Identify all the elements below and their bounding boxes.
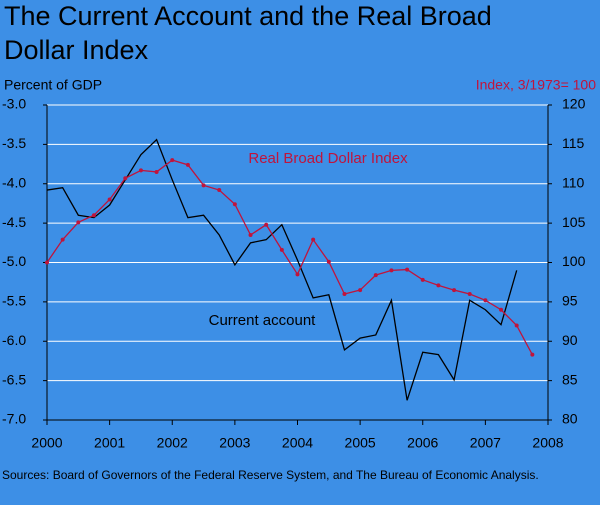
point	[530, 352, 535, 357]
point	[264, 222, 269, 227]
point	[420, 277, 425, 282]
point	[358, 288, 363, 293]
x-tick-label: 2007	[470, 435, 501, 451]
y-tick-label: -6.0	[2, 332, 26, 348]
chart-title: The Current Account and the Real Broad Do…	[4, 1, 492, 65]
point	[201, 183, 206, 188]
y2-axis-label: Index, 3/1973= 100	[476, 77, 596, 93]
point	[217, 188, 222, 193]
x-tick-label: 2005	[345, 435, 376, 451]
point	[295, 272, 300, 277]
point	[185, 162, 190, 167]
point	[248, 232, 253, 237]
point	[514, 323, 519, 328]
point	[311, 237, 316, 242]
point	[483, 298, 488, 303]
point	[232, 202, 237, 207]
y2-tick-label: 105	[562, 214, 586, 230]
y-tick-label: -4.0	[2, 174, 26, 190]
point	[170, 158, 175, 163]
annotation: Real Broad Dollar Index	[248, 150, 408, 167]
x-tick-label: 2006	[407, 435, 438, 451]
y2-tick-label: 100	[562, 253, 586, 269]
x-tick-label: 2001	[94, 435, 125, 451]
point	[91, 213, 96, 218]
y2-tick-label: 80	[562, 411, 578, 427]
point	[326, 259, 331, 264]
point	[452, 288, 457, 293]
y-tick-label: -4.5	[2, 214, 26, 230]
point	[76, 220, 81, 225]
point	[436, 283, 441, 288]
point	[405, 267, 410, 272]
x-tick-label: 2004	[282, 435, 313, 451]
point	[467, 292, 472, 296]
y2-tick-label: 120	[562, 96, 586, 112]
point	[45, 260, 49, 265]
y-tick-label: -5.0	[2, 253, 26, 269]
source: Sources: Board of Governors of the Feder…	[2, 468, 539, 482]
y-tick-label: -6.5	[2, 371, 26, 387]
x-tick-label: 2000	[31, 435, 62, 451]
point	[373, 273, 378, 278]
y-tick-label: -7.0	[2, 411, 26, 427]
y2-tick-label: 85	[562, 371, 578, 387]
point	[342, 292, 347, 296]
y2-tick-label: 95	[562, 293, 578, 309]
x-tick-label: 2003	[219, 435, 250, 451]
y2-tick-label: 115	[562, 135, 585, 151]
point	[279, 247, 284, 252]
point	[107, 197, 112, 202]
point	[389, 268, 394, 273]
y-tick-label: -3.5	[2, 135, 26, 151]
y-axis-label: Percent of GDP	[4, 77, 102, 93]
y-tick-label: -3.0	[2, 96, 26, 112]
x-tick-label: 2008	[532, 435, 563, 451]
y2-tick-label: 90	[562, 332, 578, 348]
y2-tick-label: 110	[562, 174, 585, 190]
point	[499, 307, 504, 312]
series-line	[46, 159, 533, 355]
point	[60, 237, 65, 242]
point	[123, 176, 128, 181]
x-tick-label: 2002	[157, 435, 188, 451]
point	[138, 168, 143, 173]
point	[154, 169, 159, 174]
annotation: Current account	[209, 312, 317, 329]
y-tick-label: -5.5	[2, 293, 26, 309]
